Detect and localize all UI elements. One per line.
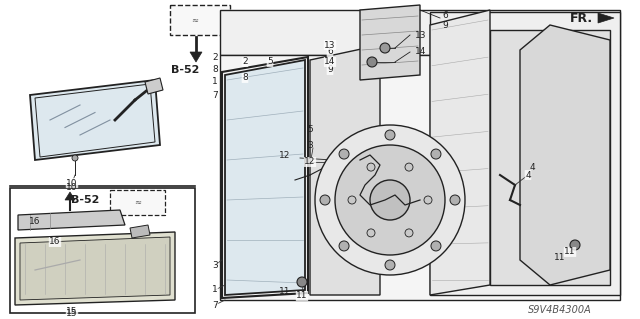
Bar — [170, 5, 230, 35]
Text: 6: 6 — [442, 11, 448, 19]
Text: 15: 15 — [67, 308, 77, 317]
Circle shape — [405, 229, 413, 237]
Text: 4: 4 — [530, 164, 536, 173]
Text: 5: 5 — [307, 125, 313, 135]
Circle shape — [339, 241, 349, 251]
Polygon shape — [360, 5, 420, 80]
Circle shape — [339, 149, 349, 159]
Text: 3: 3 — [212, 261, 218, 270]
Text: 11: 11 — [554, 254, 565, 263]
Text: 7: 7 — [212, 91, 218, 100]
Text: 1: 1 — [212, 78, 218, 86]
Text: 14: 14 — [415, 48, 426, 56]
Text: 11: 11 — [564, 248, 576, 256]
Text: 13: 13 — [324, 41, 336, 49]
Text: ≈: ≈ — [191, 16, 198, 25]
Text: 9: 9 — [442, 20, 448, 29]
Circle shape — [367, 163, 375, 171]
Polygon shape — [490, 30, 610, 285]
Bar — [10, 188, 195, 313]
Circle shape — [570, 240, 580, 250]
Polygon shape — [190, 52, 202, 62]
Text: 2: 2 — [242, 57, 248, 66]
Circle shape — [72, 155, 78, 161]
Polygon shape — [430, 10, 490, 295]
Circle shape — [405, 163, 413, 171]
Polygon shape — [65, 192, 75, 200]
Text: 10: 10 — [67, 183, 77, 192]
Text: 6: 6 — [327, 48, 333, 56]
Text: 14: 14 — [324, 57, 336, 66]
Polygon shape — [20, 237, 170, 300]
Text: 5: 5 — [267, 57, 273, 66]
Text: 11: 11 — [296, 292, 308, 300]
Polygon shape — [430, 12, 620, 295]
Text: 8: 8 — [242, 73, 248, 83]
Circle shape — [385, 130, 395, 140]
Text: 12: 12 — [304, 158, 316, 167]
Text: 2: 2 — [212, 54, 218, 63]
Text: 11: 11 — [278, 287, 290, 296]
Circle shape — [431, 241, 441, 251]
Text: 9: 9 — [327, 65, 333, 75]
Text: ≈: ≈ — [134, 197, 141, 206]
Circle shape — [297, 277, 307, 287]
Text: 15: 15 — [67, 308, 77, 316]
Text: FR.: FR. — [570, 11, 593, 25]
Circle shape — [315, 125, 465, 275]
Circle shape — [380, 43, 390, 53]
Circle shape — [370, 180, 410, 220]
Text: 8: 8 — [212, 65, 218, 75]
Polygon shape — [18, 210, 125, 230]
Text: 4: 4 — [525, 170, 531, 180]
Text: 1: 1 — [212, 286, 218, 294]
Circle shape — [367, 57, 377, 67]
Text: 16: 16 — [29, 218, 40, 226]
Text: 16: 16 — [49, 238, 61, 247]
Circle shape — [450, 195, 460, 205]
Polygon shape — [225, 60, 305, 295]
Text: 10: 10 — [67, 179, 77, 188]
Text: 7: 7 — [212, 300, 218, 309]
Text: 3: 3 — [307, 140, 313, 150]
Polygon shape — [520, 25, 610, 285]
Text: 13: 13 — [415, 31, 426, 40]
Circle shape — [424, 196, 432, 204]
Polygon shape — [220, 10, 620, 55]
Text: B-52: B-52 — [71, 195, 99, 205]
Text: 12: 12 — [278, 151, 290, 160]
Polygon shape — [220, 55, 620, 300]
Polygon shape — [145, 78, 163, 94]
Circle shape — [385, 260, 395, 270]
Text: B-52: B-52 — [171, 65, 199, 75]
Circle shape — [431, 149, 441, 159]
Polygon shape — [335, 152, 360, 171]
Polygon shape — [30, 80, 160, 160]
Circle shape — [320, 195, 330, 205]
Polygon shape — [310, 45, 380, 295]
Circle shape — [348, 196, 356, 204]
Bar — [110, 190, 165, 215]
Polygon shape — [130, 225, 150, 238]
Text: S9V4B4300A: S9V4B4300A — [528, 305, 592, 315]
Polygon shape — [598, 13, 614, 23]
Circle shape — [367, 229, 375, 237]
Circle shape — [335, 145, 445, 255]
Polygon shape — [15, 232, 175, 305]
